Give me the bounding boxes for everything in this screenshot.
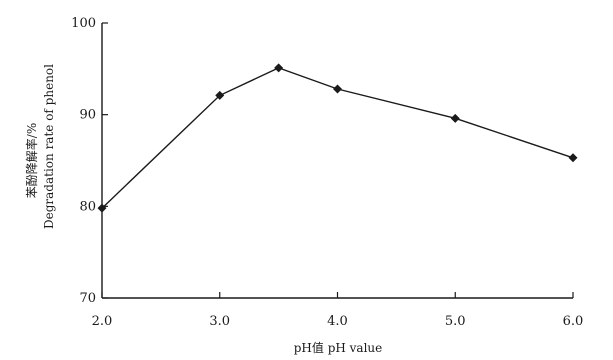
y-axis-title-en: Degradation rate of phenol (42, 64, 56, 229)
data-point (333, 84, 342, 94)
x-tick-label: 3.0 (209, 314, 230, 329)
x-tick-label: 2.0 (92, 314, 113, 329)
x-ticks: 2.0 3.0 4.0 5.0 6.0 (92, 292, 584, 329)
data-point (274, 63, 284, 73)
series (97, 63, 578, 213)
series-line (101, 67, 574, 209)
x-tick-label: 6.0 (563, 314, 584, 329)
y-tick-label: 90 (79, 108, 96, 123)
data-point (568, 153, 578, 163)
y-axis-title-cn: 苯酚降解率/% (24, 123, 39, 198)
y-tick-label: 70 (79, 291, 96, 306)
data-point (97, 203, 107, 213)
y-ticks: 70 80 90 100 (71, 16, 108, 306)
x-tick-label: 4.0 (327, 314, 348, 329)
x-axis-title: pH值 pH value (294, 340, 383, 355)
y-tick-label: 80 (79, 199, 96, 214)
x-tick-label: 5.0 (445, 314, 466, 329)
data-point (450, 113, 460, 123)
data-point (215, 90, 225, 100)
axes (101, 23, 573, 299)
y-tick-label: 100 (71, 16, 96, 31)
